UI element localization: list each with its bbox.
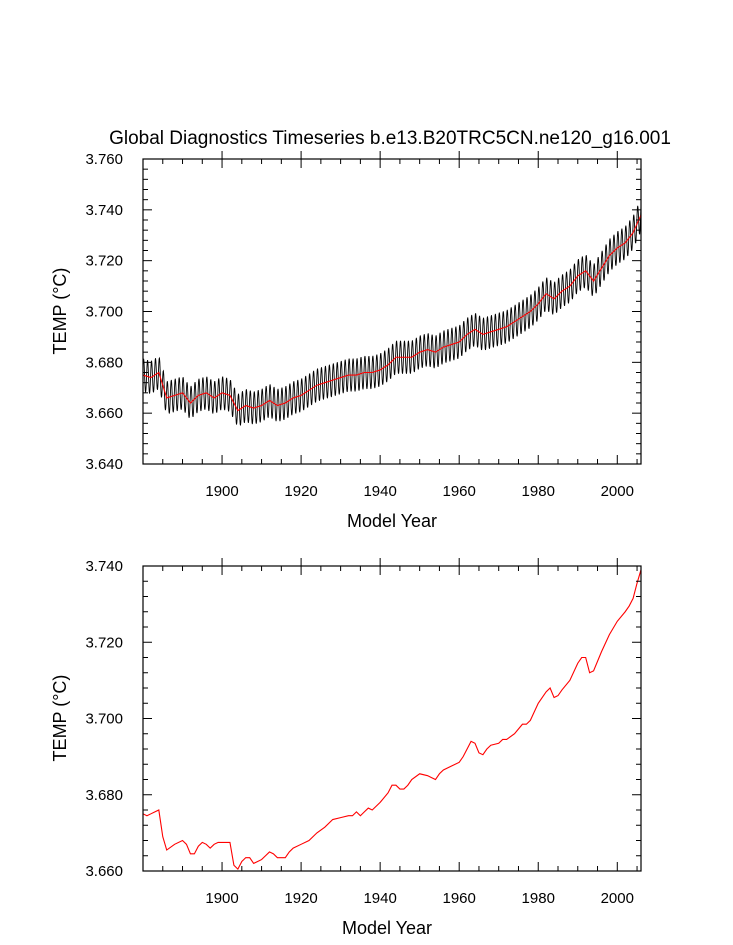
bottom-x-tick-label: 2000 [601,890,634,907]
bottom-x-tick-label: 1940 [363,890,396,907]
top-plot-frame [142,158,642,465]
bottom-y-tick-label: 3.700 [85,711,123,728]
bottom-panel-series [142,569,642,870]
top-panel-series [142,205,642,426]
top-x-tick-label: 1960 [443,483,476,500]
top-y-tick-label: 3.720 [85,253,123,270]
top-x-tick-label: 1940 [363,483,396,500]
top-panel: 1900 1920 1940 1960 1980 2000 3.640 3.660 3.680 3… [50,151,642,531]
bottom-x-tick-label: 1980 [522,890,555,907]
top-y-tick-label: 3.640 [85,456,123,473]
top-y-tick-label: 3.760 [85,151,123,168]
bottom-y-tick-label: 3.680 [85,787,123,804]
top-x-axis-label: Model Year [347,511,437,531]
bottom-x-tick-label: 1920 [284,890,317,907]
bottom-y-axis-label: TEMP (°C) [50,675,70,762]
bottom-x-axis-label: Model Year [342,918,432,938]
top-x-tick-label: 1920 [284,483,317,500]
bottom-panel-ticks: 1900 1920 1940 1960 1980 2000 3.660 3.680 3.700 3… [85,558,641,907]
bottom-series-line-1 [142,569,642,870]
bottom-panel: 1900 1920 1940 1960 1980 2000 3.660 3.680 3.700 3… [50,558,642,938]
bottom-y-tick-label: 3.720 [85,634,123,651]
bottom-x-tick-label: 1960 [443,890,476,907]
top-x-tick-label: 2000 [601,483,634,500]
top-x-tick-label: 1900 [205,483,238,500]
top-y-tick-label: 3.700 [85,304,123,321]
chart-title: Global Diagnostics Timeseries b.e13.B20T… [109,128,671,149]
bottom-x-tick-label: 1900 [205,890,238,907]
bottom-y-tick-label: 3.740 [85,558,123,575]
bottom-y-tick-label: 3.660 [85,863,123,880]
top-y-tick-label: 3.680 [85,354,123,371]
top-y-tick-label: 3.660 [85,405,123,422]
bottom-plot-frame [142,565,642,872]
top-series-line-2 [142,214,642,412]
top-y-tick-label: 3.740 [85,202,123,219]
top-y-axis-label: TEMP (°C) [50,268,70,355]
top-x-tick-label: 1980 [522,483,555,500]
top-series-line-1 [142,205,642,426]
top-panel-ticks: 1900 1920 1940 1960 1980 2000 3.640 3.660 3.680 3… [85,151,641,500]
